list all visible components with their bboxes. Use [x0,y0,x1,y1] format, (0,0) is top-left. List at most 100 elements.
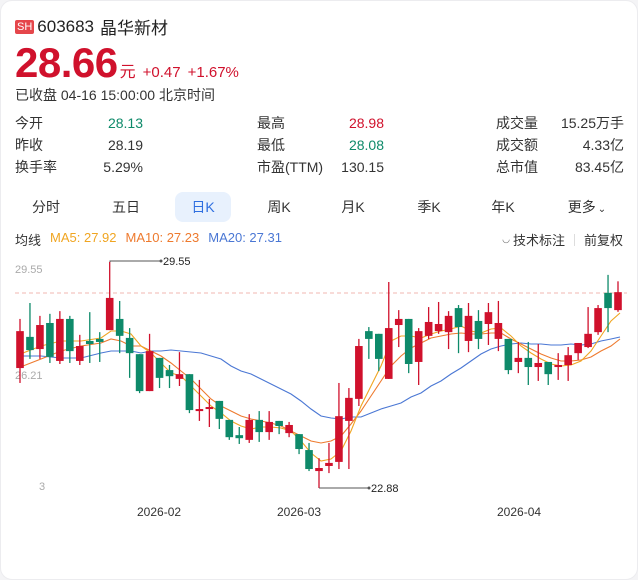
candle [175,352,184,387]
candle [355,338,363,407]
candle [265,411,273,440]
adjust-mode-button[interactable]: 前复权 [583,233,623,248]
tab-yearly-k[interactable]: 年K [491,199,515,215]
stat-high: 最高 28.98 [257,113,384,133]
candle [554,353,562,380]
candle [135,354,144,394]
candle [76,334,84,366]
price-unit: 元 [119,64,136,81]
svg-text:29.55: 29.55 [163,256,191,268]
ma5-value: MA5: 27.92 [50,230,117,245]
ma10-line [22,332,621,444]
chart-tools: ◡ 技术标注 前复权 [502,230,623,249]
tab-five-day[interactable]: 五日 [112,199,140,215]
candle [604,274,612,333]
technical-annotation-toggle[interactable]: 技术标注 [512,233,565,248]
stat-market-cap: 总市值 83.45亿 [496,157,624,177]
x-axis-label-mar: 2026-03 [277,505,322,519]
price-change-pct: +1.67% [187,64,239,81]
candle [384,281,393,379]
candle [574,342,582,360]
candle [564,347,572,381]
svg-text:22.88: 22.88 [371,483,399,495]
candle [325,442,333,474]
stat-value: 83.45亿 [574,159,624,175]
candle [444,311,453,350]
ma-legend-label: 均线 [15,233,42,248]
divider [573,233,575,246]
stat-label: 成交额 [496,137,538,153]
stock-title: SH 603683 晶华新材 [15,14,168,39]
candle [484,302,493,346]
candle [85,312,94,363]
tab-daily-k[interactable]: 日K [175,192,231,222]
current-price: 28.66 [15,39,118,86]
candle [414,328,423,385]
stat-pe-ttm: 市盈(TTM) 130.15 [257,157,384,177]
stat-label: 市盈(TTM) [257,159,324,175]
tab-more-label: 更多 [567,199,596,215]
min-price-annotation: 22.88 [319,483,399,495]
candle [434,301,443,334]
stat-value: 28.19 [107,137,143,153]
stat-value: 28.13 [107,115,143,131]
x-axis-label-feb: 2026-02 [137,505,182,519]
market-status: 已收盘 04-16 15:00:00 北京时间 [15,87,215,103]
moving-average-lines [19,312,621,462]
stat-value: 130.15 [341,159,384,175]
tab-weekly-k[interactable]: 周K [267,199,291,215]
candle [145,333,154,392]
ma5-line [22,312,621,462]
y-axis-max-label: 29.55 [15,264,43,276]
candle [56,311,64,364]
stat-label: 成交量 [496,115,538,131]
candle [185,374,194,414]
candle [195,379,204,421]
period-tabs: 分时 五日 日K 周K 月K 季K 年K 更多 ⌄ [1,192,638,222]
candle [115,300,124,354]
candle [464,302,473,353]
tab-monthly-k[interactable]: 月K [341,199,365,215]
stat-value: 4.33亿 [582,137,624,153]
stat-label: 今开 [15,115,43,131]
candle [245,414,254,443]
tab-more[interactable]: 更多 ⌄ [557,192,617,222]
stat-label: 最高 [257,115,285,131]
stat-volume: 成交量 15.25万手 [496,113,624,133]
candle [504,338,513,375]
stat-label: 换手率 [15,159,57,175]
price-change: +0.47 [142,64,181,81]
price-row: 28.66 元 +0.47 +1.67% [15,41,239,85]
stat-value: 28.98 [348,115,384,131]
x-axis-label-apr: 2026-04 [497,505,542,519]
candle [66,315,74,363]
tab-quarterly-k[interactable]: 季K [417,199,441,215]
candlestick-chart[interactable]: 29.55 26.21 3 29.55 22.88 [1,251,637,501]
ma20-line [19,336,621,420]
candle [534,343,543,381]
candle [365,327,373,359]
tab-intraday[interactable]: 分时 [32,199,60,215]
candle [16,318,24,383]
candle [36,315,44,359]
candle [205,398,214,428]
stat-label: 最低 [257,137,285,153]
ma10-value: MA10: 27.23 [125,230,200,245]
exchange-badge: SH [15,19,35,34]
candle [454,305,463,354]
candle [275,420,283,435]
candle [125,328,134,378]
y-axis-mid-label: 26.21 [15,370,43,382]
stock-name: 晶华新材 [100,19,169,38]
ma20-value: MA20: 27.31 [208,230,282,245]
stat-open: 今开 28.13 [15,113,143,133]
stat-turnover-amount: 成交额 4.33亿 [496,135,624,155]
candle [514,341,523,374]
stat-low: 最低 28.08 [257,135,384,155]
candle [544,361,553,385]
candle [345,388,353,470]
stat-value: 5.29% [103,159,143,175]
stat-turnover-rate: 换手率 5.29% [15,157,143,177]
candle [26,302,34,359]
max-price-annotation: 29.55 [109,256,191,268]
